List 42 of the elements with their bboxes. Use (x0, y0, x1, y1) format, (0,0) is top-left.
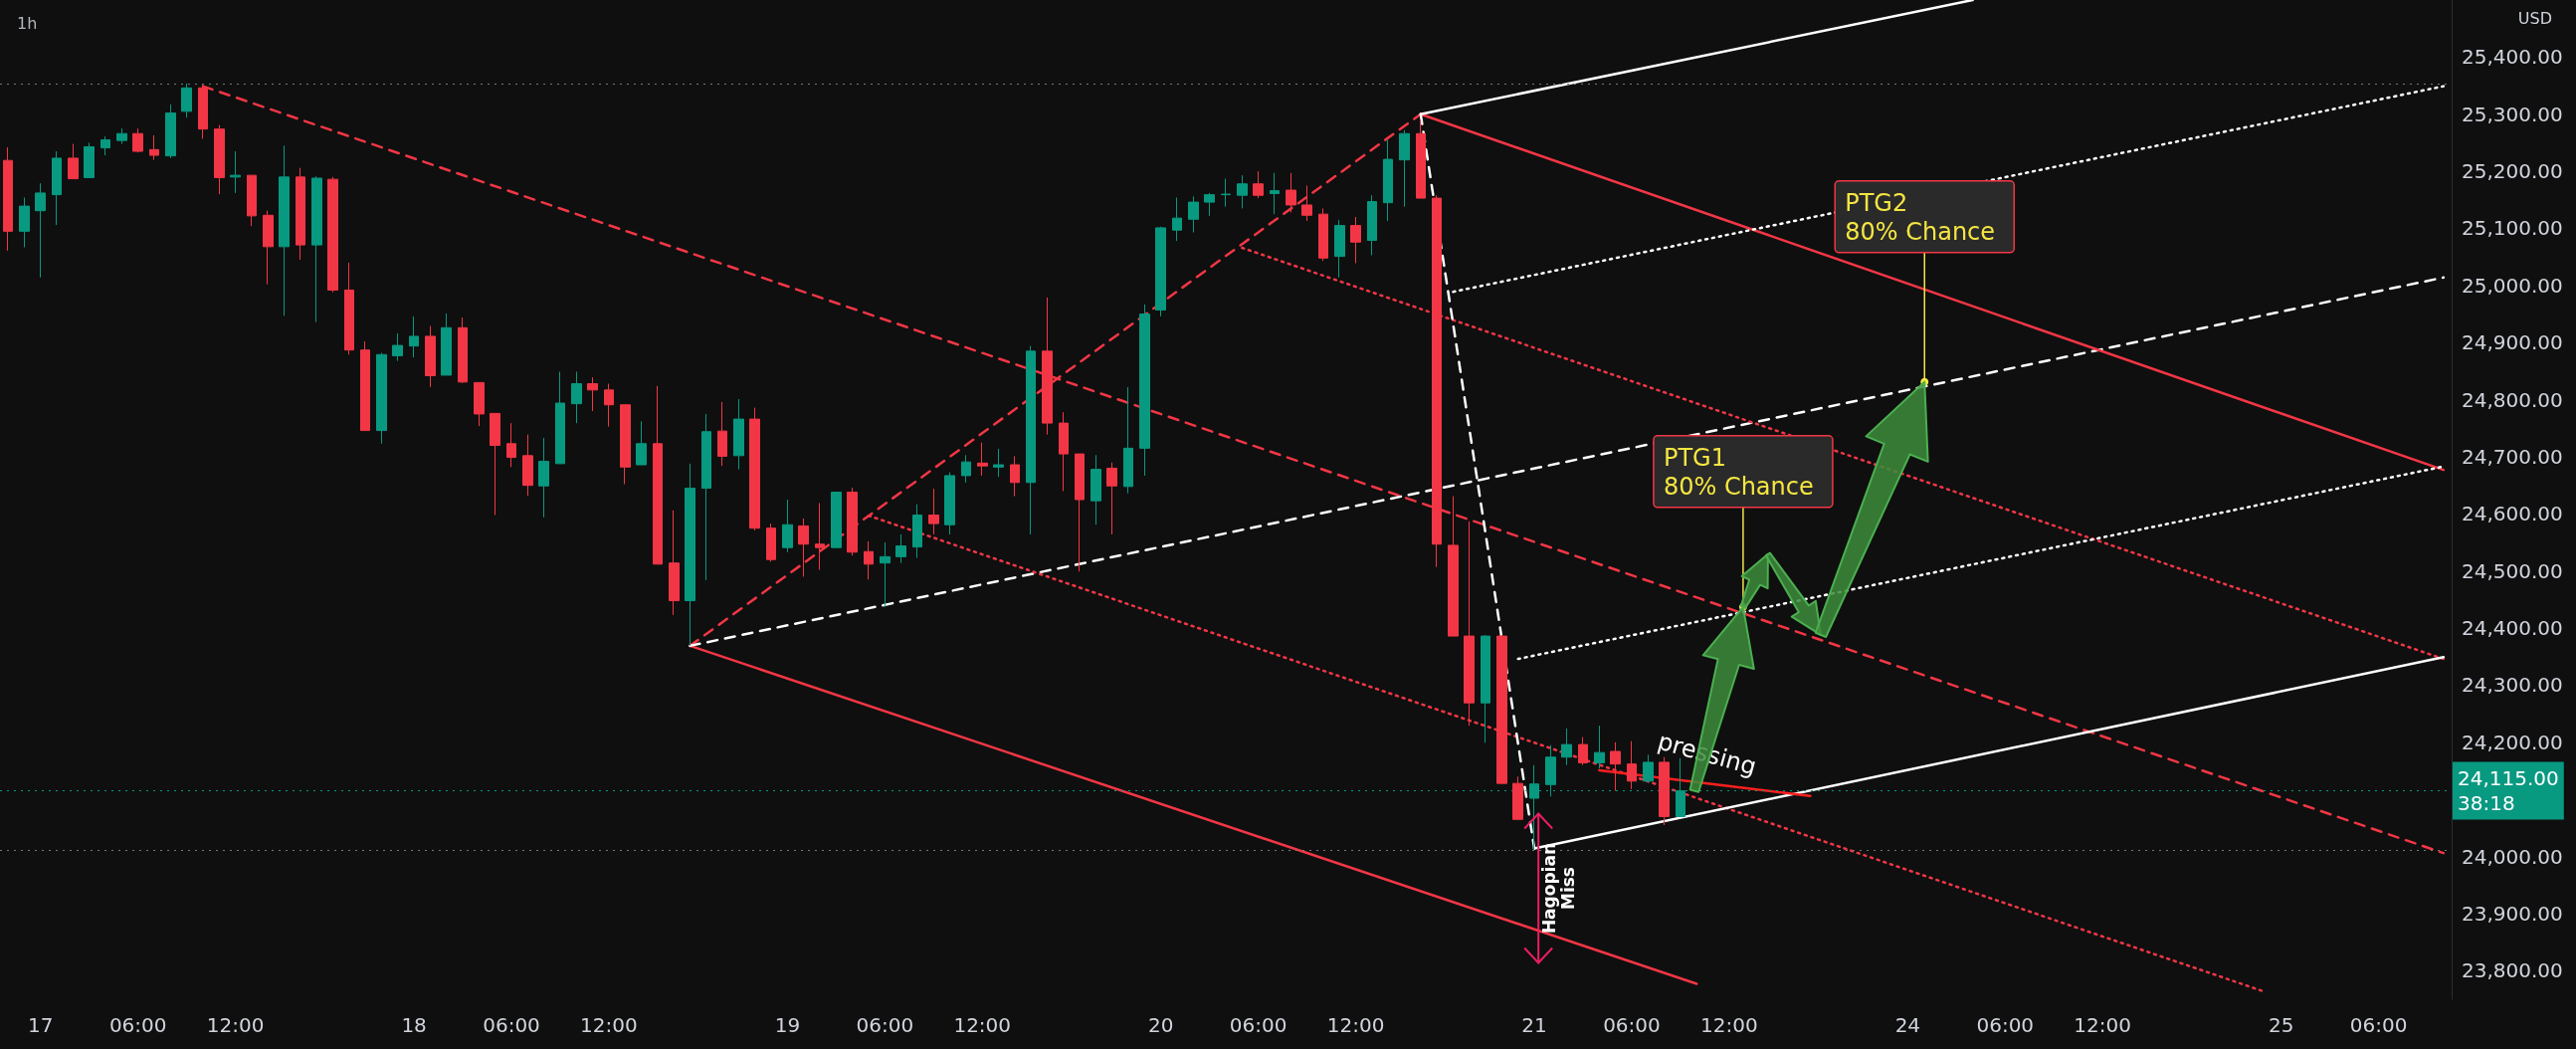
x-tick-label: 19 (774, 1013, 801, 1037)
x-tick-label: 06:00 (108, 1013, 167, 1037)
y-tick-label: 24,200.00 (2462, 730, 2563, 754)
x-tick-label: 12:00 (953, 1013, 1012, 1037)
x-tick-label: 06:00 (1603, 1013, 1661, 1037)
y-tick-label: 23,800.00 (2462, 958, 2563, 983)
y-tick-label: 24,700.00 (2462, 444, 2563, 469)
x-tick-label: 12:00 (2074, 1013, 2131, 1037)
y-tick-label: 25,100.00 (2462, 216, 2563, 241)
y-tick-label: 24,300.00 (2462, 673, 2563, 698)
x-tick-label: 06:00 (483, 1013, 540, 1037)
y-tick-label: 23,900.00 (2462, 901, 2563, 926)
x-tick-label: 06:00 (2349, 1013, 2408, 1037)
y-tick-label: 25,200.00 (2462, 159, 2563, 184)
x-tick-label: 06:00 (1229, 1013, 1288, 1037)
x-tick-label: 12:00 (580, 1013, 638, 1037)
x-tick-label: 20 (1148, 1013, 1174, 1037)
x-tick-label: 12:00 (1700, 1013, 1758, 1037)
annotation: Hagopian Miss (1538, 842, 1578, 935)
ref-line-label: 24,115.00 38:18 (2458, 766, 2559, 816)
text: 1h (17, 13, 38, 33)
x-tick-label: 06:00 (856, 1013, 914, 1037)
x-tick-label: 21 (1521, 1013, 1547, 1037)
x-tick-label: 18 (401, 1013, 427, 1037)
x-tick-label: 25 (2268, 1013, 2294, 1037)
annotation: PTG1 80% Chance (1663, 444, 1814, 502)
y-tick-label: 24,800.00 (2462, 387, 2563, 412)
y-axis-title: USD (2517, 8, 2552, 28)
y-tick-label: 25,400.00 (2462, 45, 2563, 70)
y-tick-label: 24,600.00 (2462, 502, 2563, 526)
x-tick-label: 06:00 (1976, 1013, 2035, 1037)
y-tick-label: 25,300.00 (2462, 102, 2563, 126)
annotation: PTG2 80% Chance (1845, 189, 1996, 247)
y-tick-label: 24,500.00 (2462, 558, 2563, 583)
x-tick-label: 12:00 (206, 1013, 265, 1037)
y-tick-label: 24,000.00 (2462, 844, 2563, 869)
y-tick-label: 25,000.00 (2462, 273, 2563, 298)
y-tick-label: 24,400.00 (2462, 616, 2563, 641)
x-tick-label: 24 (1894, 1013, 1921, 1037)
x-tick-label: 17 (28, 1013, 54, 1037)
x-tick-label: 12:00 (1326, 1013, 1385, 1037)
y-tick-label: 24,900.00 (2462, 330, 2563, 355)
